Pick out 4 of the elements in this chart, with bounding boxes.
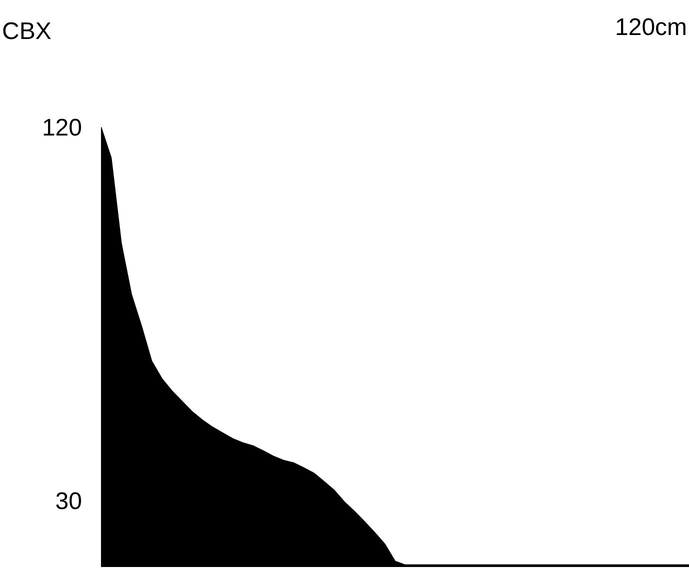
- y-axis-title: CBX: [2, 18, 52, 45]
- y-tick-label: 120: [42, 114, 82, 142]
- y-tick-label: 30: [55, 488, 82, 515]
- text: 120cm: [615, 14, 688, 41]
